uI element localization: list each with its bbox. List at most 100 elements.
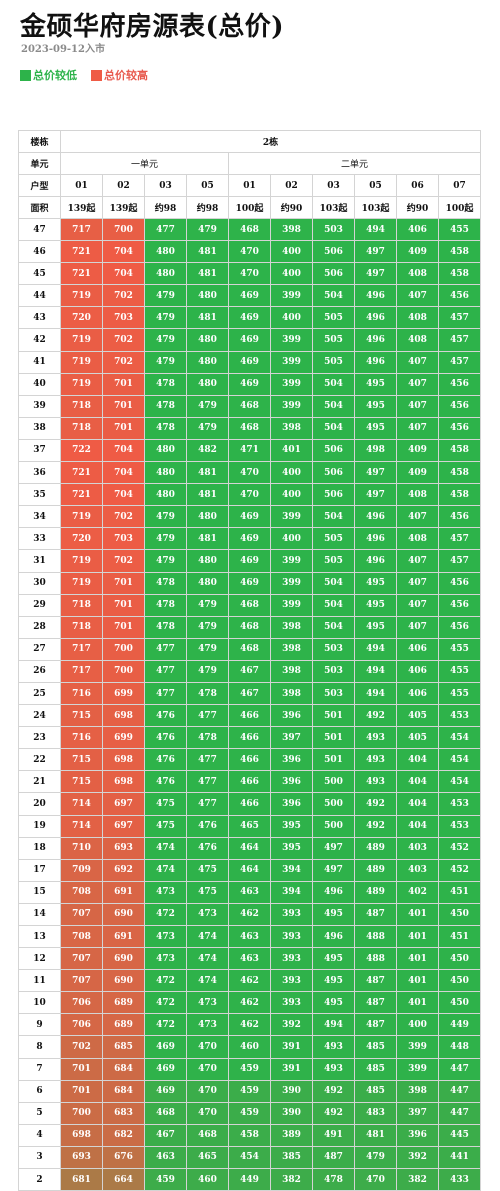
- table-row: 14 707 690 472 473 462 393 495 487 401 450: [18, 902, 482, 927]
- table-row: 39 718 701 478 479 468 399 504 495 407 456: [18, 394, 482, 418]
- price-cell: 497: [354, 461, 397, 485]
- table-row: 25 716 699 477 478 467 398 503 494 406 455: [18, 681, 482, 706]
- room-type-header: 01: [228, 174, 271, 197]
- price-cell: 479: [186, 394, 229, 418]
- price-cell: 404: [396, 814, 439, 838]
- price-cell: 722: [60, 438, 103, 463]
- floor-label: 47: [18, 217, 61, 242]
- price-cell: 407: [396, 372, 439, 396]
- price-cell: 472: [144, 902, 187, 927]
- price-cell: 718: [60, 416, 103, 440]
- price-cell: 496: [354, 505, 397, 529]
- area-row: 面积 139起 139起 约98 约98 100起 约90 103起 103起 约90 100起: [18, 196, 482, 219]
- table-row: 38 718 701 478 479 468 398 504 495 407 456: [18, 416, 482, 440]
- price-cell: 441: [437, 1145, 482, 1170]
- price-cell: 473: [144, 880, 187, 904]
- price-cell: 468: [186, 1123, 229, 1147]
- table-row: 24 715 698 476 477 466 396 501 492 405 453: [18, 704, 482, 728]
- price-cell: 497: [312, 858, 355, 882]
- table-row: 42 719 702 479 480 469 399 505 496 408 457: [18, 328, 482, 352]
- price-cell: 408: [396, 262, 439, 286]
- price-cell: 478: [144, 372, 187, 396]
- price-cell: 496: [354, 549, 397, 573]
- price-cell: 704: [102, 240, 145, 264]
- area-header: 约90: [270, 196, 313, 219]
- price-cell: 454: [228, 1145, 271, 1170]
- price-cell: 487: [354, 902, 397, 927]
- price-cell: 399: [270, 328, 313, 352]
- price-cell: 488: [354, 924, 397, 949]
- legend-item-low: 总价较低: [20, 67, 77, 83]
- price-cell: 467: [228, 659, 271, 683]
- price-cell: 476: [186, 836, 229, 860]
- price-cell: 396: [270, 770, 313, 794]
- price-cell: 480: [186, 350, 229, 374]
- price-cell: 454: [437, 770, 482, 794]
- price-cell: 500: [312, 770, 355, 794]
- table-row: 8 702 685 469 470 460 391 493 485 399 448: [18, 1035, 482, 1059]
- price-cell: 476: [144, 704, 187, 728]
- price-cell: 468: [228, 637, 271, 661]
- price-cell: 470: [186, 1101, 229, 1125]
- price-cell: 501: [312, 704, 355, 728]
- floor-label: 43: [18, 306, 61, 330]
- price-cell: 479: [186, 217, 229, 242]
- floor-label: 34: [18, 505, 61, 529]
- price-cell: 495: [354, 615, 397, 639]
- building-row: 楼栋 2栋: [18, 130, 482, 153]
- table-row: 27 717 700 477 479 468 398 503 494 406 455: [18, 637, 482, 661]
- floor-label: 22: [18, 748, 61, 772]
- price-cell: 504: [312, 593, 355, 617]
- price-cell: 700: [102, 659, 145, 683]
- table-row: 9 706 689 472 473 462 392 494 487 400 449: [18, 1013, 482, 1037]
- table-row: 43 720 703 479 481 469 400 505 496 408 457: [18, 306, 482, 330]
- price-cell: 478: [144, 394, 187, 418]
- price-cell: 478: [144, 593, 187, 617]
- price-cell: 494: [354, 681, 397, 706]
- price-cell: 676: [102, 1145, 145, 1170]
- price-cell: 690: [102, 947, 145, 971]
- price-cell: 469: [228, 571, 271, 595]
- price-cell: 399: [270, 571, 313, 595]
- price-cell: 458: [437, 262, 482, 286]
- price-cell: 456: [437, 571, 482, 595]
- price-cell: 494: [312, 1013, 355, 1037]
- price-cell: 401: [396, 947, 439, 971]
- price-cell: 468: [228, 615, 271, 639]
- price-cell: 473: [144, 924, 187, 949]
- price-cell: 477: [144, 659, 187, 683]
- unit-header: 一单元: [60, 152, 229, 175]
- launch-date: 2023-09-12入市: [21, 44, 105, 55]
- price-cell: 719: [60, 549, 103, 573]
- price-cell: 470: [228, 461, 271, 485]
- price-cell: 492: [312, 1079, 355, 1103]
- price-cell: 456: [437, 593, 482, 617]
- price-cell: 399: [270, 593, 313, 617]
- price-cell: 506: [312, 240, 355, 264]
- price-cell: 487: [354, 991, 397, 1015]
- price-cell: 719: [60, 571, 103, 595]
- price-cell: 399: [396, 1035, 439, 1059]
- floor-label: 27: [18, 637, 61, 661]
- price-cell: 397: [270, 726, 313, 750]
- price-cell: 689: [102, 991, 145, 1015]
- price-cell: 504: [312, 372, 355, 396]
- price-cell: 504: [312, 505, 355, 529]
- price-cell: 399: [270, 549, 313, 573]
- price-cell: 701: [102, 571, 145, 595]
- price-cell: 407: [396, 593, 439, 617]
- unit-header: 二单元: [227, 152, 482, 175]
- price-cell: 717: [60, 217, 103, 242]
- price-cell: 468: [144, 1101, 187, 1125]
- price-cell: 495: [312, 969, 355, 993]
- price-cell: 469: [228, 306, 271, 330]
- legend-low-label: 总价较低: [33, 69, 77, 82]
- price-cell: 457: [437, 328, 482, 352]
- price-cell: 406: [396, 217, 439, 242]
- floor-label: 2: [18, 1168, 61, 1191]
- price-cell: 458: [437, 438, 482, 463]
- price-cell: 396: [396, 1123, 439, 1147]
- floor-label: 30: [18, 571, 61, 595]
- price-cell: 457: [437, 350, 482, 374]
- price-cell: 401: [396, 969, 439, 993]
